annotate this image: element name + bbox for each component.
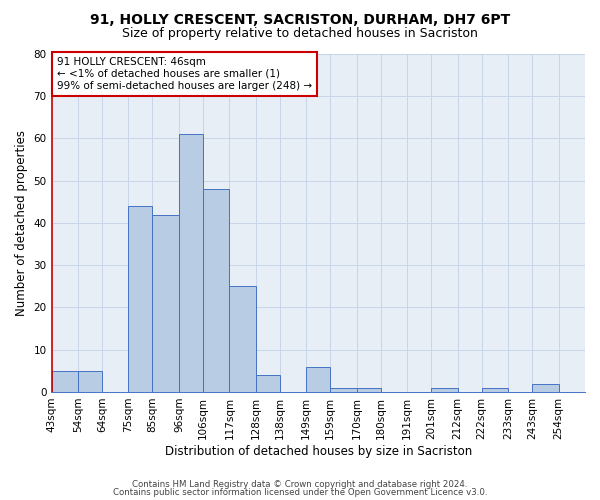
Text: 91 HOLLY CRESCENT: 46sqm
← <1% of detached houses are smaller (1)
99% of semi-de: 91 HOLLY CRESCENT: 46sqm ← <1% of detach… <box>57 58 312 90</box>
Bar <box>482 388 508 392</box>
Text: 91, HOLLY CRESCENT, SACRISTON, DURHAM, DH7 6PT: 91, HOLLY CRESCENT, SACRISTON, DURHAM, D… <box>90 12 510 26</box>
Bar <box>330 388 357 392</box>
Text: Contains HM Land Registry data © Crown copyright and database right 2024.: Contains HM Land Registry data © Crown c… <box>132 480 468 489</box>
Bar <box>256 375 280 392</box>
Bar <box>203 189 229 392</box>
Text: Size of property relative to detached houses in Sacriston: Size of property relative to detached ho… <box>122 28 478 40</box>
Text: Contains public sector information licensed under the Open Government Licence v3: Contains public sector information licen… <box>113 488 487 497</box>
X-axis label: Distribution of detached houses by size in Sacriston: Distribution of detached houses by size … <box>164 444 472 458</box>
Bar <box>357 388 381 392</box>
Y-axis label: Number of detached properties: Number of detached properties <box>15 130 28 316</box>
Bar <box>152 214 179 392</box>
Bar <box>431 388 458 392</box>
Bar <box>78 371 102 392</box>
Bar <box>52 371 78 392</box>
Bar <box>229 286 256 392</box>
Bar <box>306 366 330 392</box>
Bar <box>532 384 559 392</box>
Bar <box>128 206 152 392</box>
Bar <box>179 134 203 392</box>
